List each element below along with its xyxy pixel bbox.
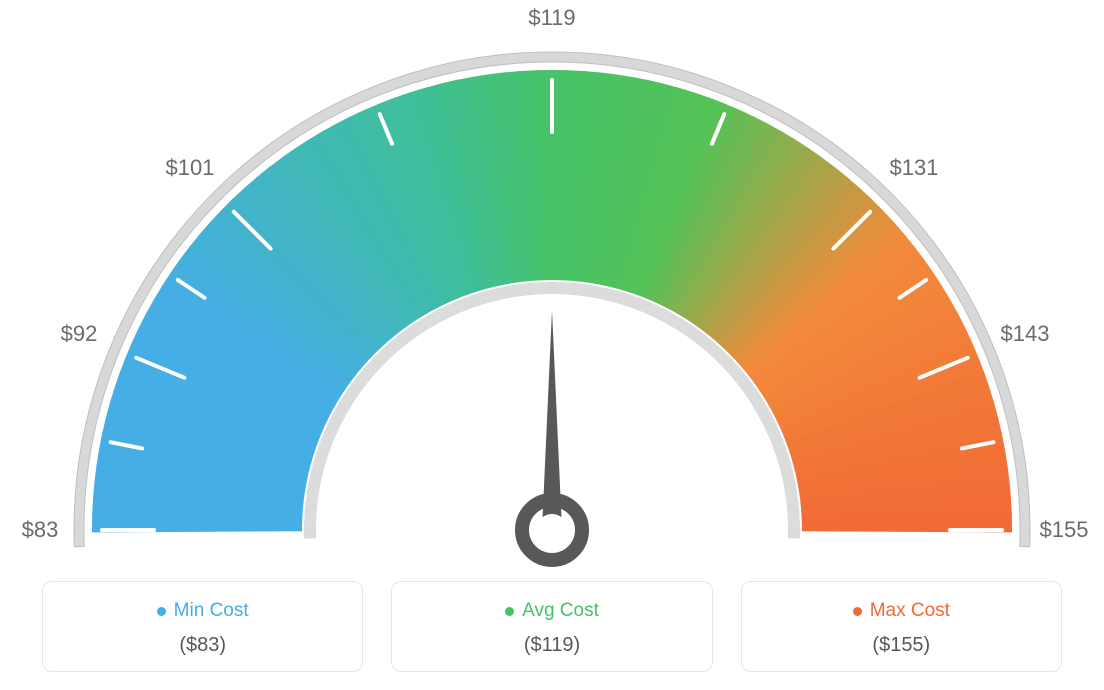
cost-gauge: $83$92$101$119$131$143$155 [52, 30, 1052, 570]
legend-title-avg: Avg Cost [505, 600, 599, 622]
gauge-tick-label: $92 [61, 321, 98, 347]
legend-value-max: ($155) [752, 634, 1051, 657]
legend-value-min: ($83) [53, 634, 352, 657]
gauge-tick-label: $119 [528, 5, 575, 31]
gauge-tick-label: $83 [22, 517, 59, 543]
legend-label-avg: Avg Cost [522, 600, 599, 622]
legend-label-max: Max Cost [870, 600, 950, 622]
legend-title-min: Min Cost [157, 600, 249, 622]
legend-row: Min Cost ($83) Avg Cost ($119) Max Cost … [42, 581, 1062, 672]
legend-card-avg: Avg Cost ($119) [391, 581, 712, 672]
legend-card-min: Min Cost ($83) [42, 581, 363, 672]
legend-dot-min [157, 607, 166, 616]
legend-title-max: Max Cost [853, 600, 950, 622]
gauge-tick-label: $155 [1040, 517, 1089, 543]
gauge-svg [52, 30, 1052, 570]
legend-dot-avg [505, 607, 514, 616]
legend-value-avg: ($119) [402, 634, 701, 657]
legend-dot-max [853, 607, 862, 616]
legend-card-max: Max Cost ($155) [741, 581, 1062, 672]
gauge-tick-label: $143 [1001, 321, 1050, 347]
legend-label-min: Min Cost [174, 600, 249, 622]
gauge-tick-label: $101 [165, 155, 214, 181]
gauge-tick-label: $131 [890, 155, 939, 181]
